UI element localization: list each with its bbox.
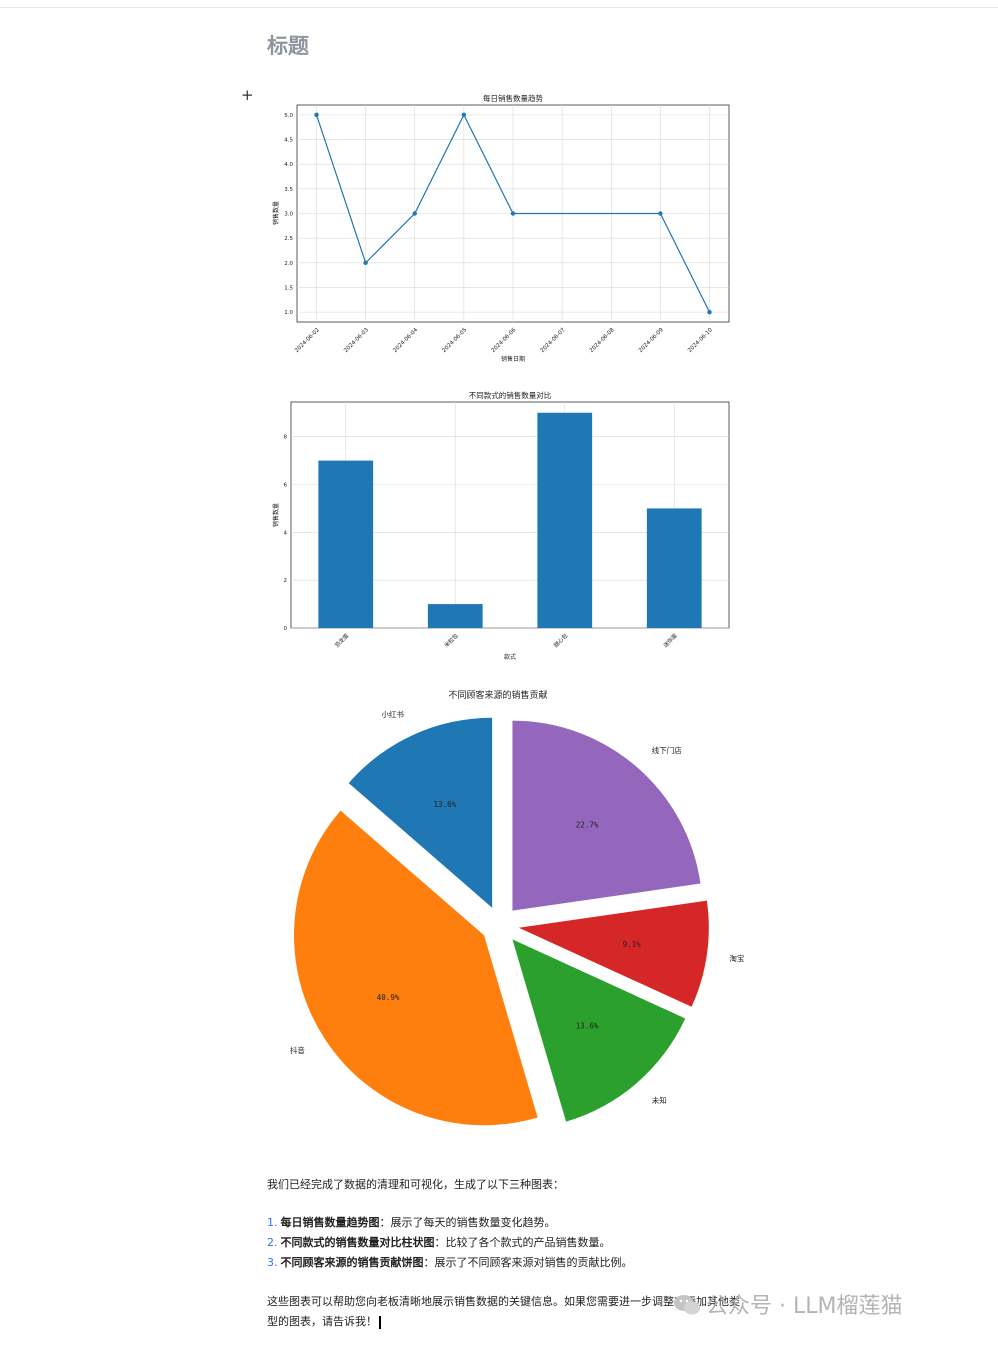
bar (318, 460, 374, 628)
line-xtick-label: 2024-06-02 (294, 327, 321, 354)
line-xtick-label: 2024-06-05 (441, 327, 468, 354)
pie-slice-label: 线下门店 (652, 745, 682, 755)
pie-slice (348, 717, 493, 908)
bar-xtick-label: 甜心包 (552, 631, 570, 649)
bar-ytick-label: 2 (284, 578, 288, 584)
line-ytick-label: 4.0 (284, 162, 293, 168)
list-number: 1. (267, 1216, 278, 1229)
line-ytick-label: 1.5 (284, 285, 293, 291)
bar-ytick-label: 6 (284, 483, 288, 489)
outro-text: 这些图表可以帮助您向老板清晰地展示销售数据的关键信息。如果您需要进一步调整或添加… (267, 1295, 740, 1328)
line-data-point (314, 112, 319, 118)
line-data-point (707, 309, 712, 315)
pie-percent-label: 22.7% (576, 820, 599, 829)
line-data-point (461, 112, 467, 118)
line-ylabel: 销售数量 (272, 201, 280, 225)
pie-slice-label: 淘宝 (729, 953, 744, 963)
bar-xtick-label: 恐龙蛋 (333, 631, 351, 649)
bar-xlabel: 款式 (504, 653, 516, 661)
list-item-title: 不同顾客来源的销售贡献饼图 (280, 1256, 424, 1269)
line-ytick-label: 5.0 (284, 113, 293, 119)
bar-chart-title: 不同款式的销售数量对比 (469, 390, 552, 400)
line-xlabel: 销售日期 (501, 355, 525, 363)
pie-chart: 不同顾客来源的销售贡献 13.6% 小红书 40.9% 抖音 13.6% 未知 9.1% 淘宝… (290, 689, 745, 1126)
doc-title[interactable]: 标题 (267, 34, 309, 58)
list-item-text: ：比较了各个款式的产品销售数量。 (434, 1236, 611, 1249)
line-chart-title: 每日销售数量趋势 (483, 93, 543, 103)
pie-slice-label: 未知 (652, 1095, 667, 1105)
pie-percent-label: 13.6% (576, 1022, 599, 1031)
pie-chart-title: 不同顾客来源的销售贡献 (448, 689, 547, 701)
top-divider (0, 7, 998, 8)
pie-slice (512, 720, 701, 911)
line-xtick-label: 2024-06-10 (687, 327, 714, 354)
chart-list: 1. 每日销售数量趋势图：展示了每天的销售数量变化趋势。 2. 不同款式的销售数量对… (267, 1213, 633, 1273)
pie-slice-label: 小红书 (381, 709, 404, 719)
line-ytick-label: 2.5 (284, 236, 293, 242)
list-item: 2. 不同款式的销售数量对比柱状图：比较了各个款式的产品销售数量。 (267, 1233, 633, 1253)
pie-slice (294, 810, 538, 1126)
watermark-text: 公众号 · LLM榴莲猫 (706, 1294, 903, 1319)
pie-slice (518, 900, 709, 1007)
line-chart: 每日销售数量趋势 1.0 1.5 2.0 2.5 3.0 3.5 4.0 4.5 5.0 202… (272, 93, 730, 363)
list-number: 3. (267, 1256, 278, 1269)
line-ytick-label: 1.0 (284, 310, 293, 316)
line-ytick-label: 4.5 (284, 138, 293, 144)
line-data-point (363, 260, 368, 266)
list-item-title: 不同款式的销售数量对比柱状图 (280, 1236, 435, 1249)
bar-ytick-label: 0 (284, 626, 288, 632)
watermark: 公众号 · LLM榴莲猫 (672, 1288, 902, 1320)
add-block-icon[interactable]: + (241, 86, 254, 104)
summary-outro[interactable]: 这些图表可以帮助您向老板清晰地展示销售数据的关键信息。如果您需要进一步调整或添加… (267, 1292, 747, 1332)
line-data-point (510, 211, 516, 216)
list-item-text: ：展示了不同顾客来源对销售的贡献比例。 (423, 1256, 633, 1269)
pie-percent-label: 13.6% (434, 800, 457, 809)
line-xtick-label: 2024-06-09 (638, 327, 665, 354)
bar-xtick-label: 迷你蛋 (661, 631, 679, 649)
text-cursor (379, 1315, 381, 1329)
bar-ytick-label: 8 (284, 435, 288, 441)
bar (537, 412, 593, 628)
line-data-point (658, 211, 663, 216)
summary-intro: 我们已经完成了数据的清理和可视化，生成了以下三种图表： (267, 1178, 564, 1191)
line-xtick-label: 2024-06-06 (491, 327, 518, 354)
wechat-icon (674, 1295, 700, 1315)
line-xtick-label: 2024-06-08 (589, 327, 616, 354)
pie-percent-label: 40.9% (377, 993, 400, 1002)
line-ytick-label: 3.5 (284, 187, 293, 193)
list-item-text: ：展示了每天的销售数量变化趋势。 (379, 1216, 556, 1229)
line-ytick-label: 3.0 (284, 212, 293, 218)
pie-slice (512, 939, 686, 1122)
bar-xtick-label: 米粒包 (442, 631, 460, 649)
line-ytick-label: 2.0 (284, 261, 293, 267)
list-number: 2. (267, 1236, 278, 1249)
bar-ylabel: 销售数量 (272, 503, 280, 527)
list-item: 3. 不同顾客来源的销售贡献饼图：展示了不同顾客来源对销售的贡献比例。 (267, 1253, 633, 1273)
bar (427, 604, 483, 628)
bar-ytick-label: 4 (284, 530, 288, 536)
list-item: 1. 每日销售数量趋势图：展示了每天的销售数量变化趋势。 (267, 1213, 633, 1233)
bar-chart: 不同款式的销售数量对比 0 2 4 6 8 恐龙蛋 米粒包 甜心包 迷你蛋 款式 销售数量 (272, 390, 730, 661)
line-xtick-label: 2024-06-07 (540, 327, 567, 354)
bar (646, 508, 702, 628)
pie-slice-label: 抖音 (290, 1045, 305, 1055)
list-item-title: 每日销售数量趋势图 (280, 1216, 380, 1229)
line-xtick-label: 2024-06-04 (392, 327, 419, 354)
pie-percent-label: 9.1% (623, 940, 642, 949)
line-data-point (412, 211, 417, 216)
line-xtick-label: 2024-06-03 (343, 327, 370, 354)
